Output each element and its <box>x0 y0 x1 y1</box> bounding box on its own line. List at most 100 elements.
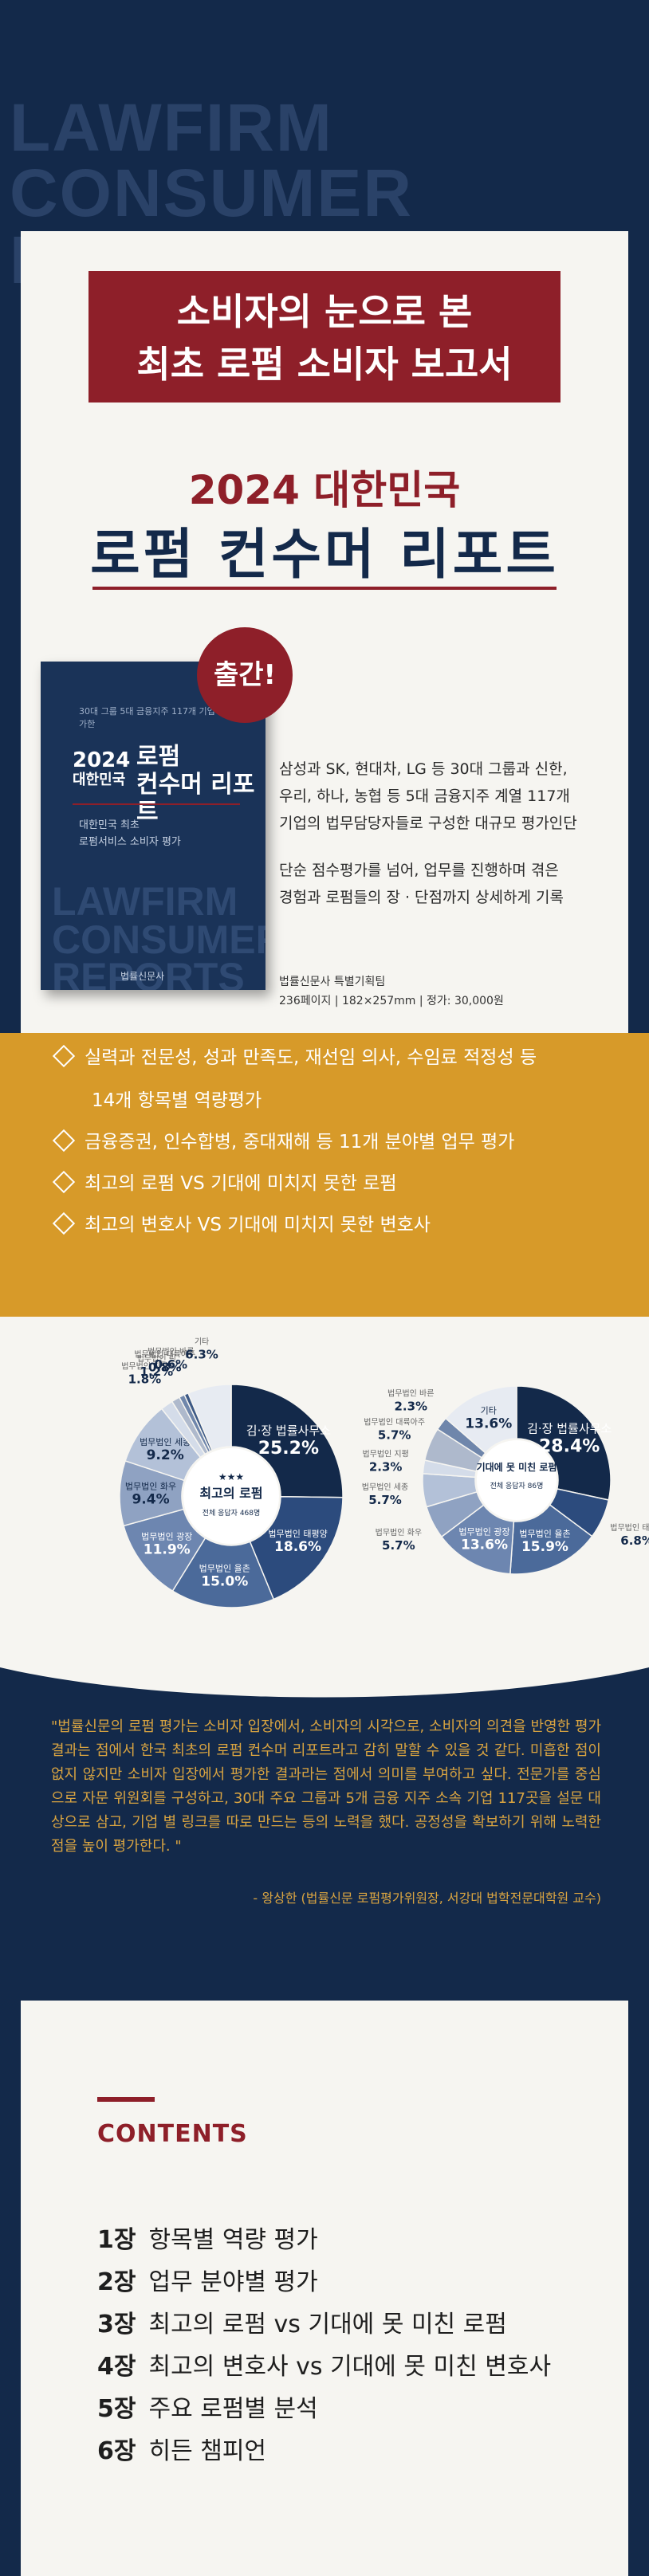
feature-text: 최고의 변호사 VS 기대에 미치지 못한 변호사 <box>85 1215 431 1235</box>
chapter-number: 2장 <box>97 2268 136 2296</box>
book-desc-line2: 로펌서비스 소비자 평가 <box>79 835 181 848</box>
chapter-number: 3장 <box>97 2311 136 2338</box>
slice-label: 김·장 법률사무소 <box>246 1423 331 1438</box>
book-meta: 법률신문사 특별기획팀 236페이지 | 182×257mm | 정가: 30,… <box>279 972 504 1011</box>
center-note: 전체 응답자 468명 <box>203 1508 261 1518</box>
main-title: 로펌 컨수머 리포트 <box>90 524 559 587</box>
chapter-number: 1장 <box>97 2226 136 2254</box>
book-wm-line1: LAWFIRM <box>52 879 238 924</box>
slice-value: 2.3% <box>369 1460 403 1475</box>
book-country: 대한민국 <box>73 771 126 788</box>
feature-text: 실력과 전문성, 성과 만족도, 재선임 의사, 수임료 적정성 등 <box>85 1047 537 1068</box>
slice-label: 법무법인 광장 <box>141 1532 192 1542</box>
contents-title: CONTENTS <box>97 2120 248 2148</box>
book-desc-line1: 대한민국 최초 <box>79 819 140 831</box>
book-watermark: LAWFIRM CONSUMER REPORTS <box>52 879 266 990</box>
slice-label: 법무법인 율촌 <box>519 1529 570 1539</box>
chapter-label: 히든 챔피언 <box>148 2437 267 2465</box>
pie-slice <box>249 1496 344 1600</box>
quote-author: - 왕상한 (법률신문 로펌평가위원장, 서강대 법학전문대학원 교수) <box>253 1891 601 1906</box>
title-year-line: 2024 대한민국 <box>188 467 461 513</box>
slice-label: 법무법인 태평양 <box>268 1529 327 1539</box>
feature-item-1-cont: 14개 항목별 역량평가 <box>92 1086 262 1116</box>
chapter-number: 6장 <box>97 2437 136 2465</box>
pie-slice <box>516 1385 612 1501</box>
slice-value: 13.6% <box>465 1416 512 1432</box>
book-title: 로펌 컨수머 리포트 <box>136 743 266 827</box>
intro-p2-line: 경험과 로펌들의 장 · 단점까지 상세하게 기록 <box>279 889 564 906</box>
slice-value: 1.2% <box>140 1365 174 1379</box>
book-divider <box>73 803 240 805</box>
hero-section: LAWFIRM CONSUMER REPORTS <box>0 0 649 293</box>
pie-slice <box>187 1384 232 1451</box>
slice-value: 5.7% <box>382 1538 415 1553</box>
center-title: 최고의 로펌 <box>199 1486 262 1501</box>
feature-text: 금융증권, 인수합병, 중대재해 등 11개 분야별 업무 평가 <box>85 1132 515 1153</box>
features-band <box>0 1033 649 1317</box>
book-description: 대한민국 최초 로펌서비스 소비자 평가 <box>79 818 181 851</box>
slice-value: 11.9% <box>144 1542 191 1558</box>
chapter-item: 6장 히든 챔피언 <box>97 2431 266 2466</box>
book-publisher: 법률신문사 <box>120 971 165 982</box>
slice-value: 1.8% <box>128 1372 162 1387</box>
center-stars: ★★★ <box>218 1471 244 1482</box>
title-underline <box>92 587 557 590</box>
slice-label: 법무법인 세종 <box>140 1437 191 1447</box>
pie-slice <box>444 1385 517 1454</box>
meta-specs: 236페이지 | 182×257mm | 정가: 30,000원 <box>279 995 504 1007</box>
slice-label: 법무법인 세종 <box>362 1482 408 1492</box>
intro-p1-line: 삼성과 SK, 현대차, LG 등 30대 그룹과 신한, <box>279 760 568 778</box>
banner-line2: 최초 로펌 소비자 보고서 <box>136 343 513 386</box>
feature-item-4: 최고의 변호사 VS 기대에 미치지 못한 변호사 <box>52 1210 431 1240</box>
slice-value: 9.4% <box>132 1491 169 1507</box>
donut-center <box>183 1448 279 1544</box>
pie-slice <box>509 1504 593 1575</box>
book-wm-line2: CONSUMER <box>52 917 266 962</box>
slice-label: 법무법인 광장 <box>458 1527 509 1537</box>
slice-value: 15.9% <box>521 1539 568 1555</box>
slice-label: 법무법인 화우 <box>376 1528 422 1537</box>
chapter-number: 5장 <box>97 2395 136 2423</box>
hero-watermark-line1: LAWFIRM <box>10 90 333 165</box>
book-wm-line3: REPORTS <box>52 955 245 990</box>
slice-value: 13.6% <box>461 1537 508 1553</box>
intro-paragraph-1: 삼성과 SK, 현대차, LG 등 30대 그룹과 신한, 우리, 하나, 농협… <box>279 756 577 837</box>
slice-value: 25.2% <box>258 1439 319 1459</box>
slice-label: 법무법인 화우 <box>125 1481 176 1491</box>
intro-p1-line: 우리, 하나, 농협 등 5대 금융지주 계열 117개 <box>279 787 570 805</box>
slice-value: 5.7% <box>378 1427 411 1442</box>
slice-label: 김·장 법률사무소 <box>527 1422 612 1436</box>
feature-text: 최고의 로펌 VS 기대에 미치지 못한 로펌 <box>85 1173 397 1194</box>
book-title-line1: 로펌 <box>136 743 181 771</box>
chapter-label: 최고의 로펌 vs 기대에 못 미친 로펌 <box>148 2311 507 2338</box>
slice-label: 법무법인 린 <box>137 1354 176 1364</box>
book-year-number: 2024 <box>73 748 131 772</box>
slice-value: 6.3% <box>185 1348 218 1362</box>
slice-value: 9.2% <box>147 1447 184 1463</box>
center-title: 기대에 못 미친 로펌 <box>477 1461 557 1473</box>
slice-label: 법무법인 바른 <box>148 1347 194 1357</box>
contents-panel <box>21 2001 628 2576</box>
chapter-label: 주요 로펌별 분석 <box>148 2395 318 2423</box>
headline-banner: 소비자의 눈으로 본 최초 로펌 소비자 보고서 <box>88 271 560 402</box>
slice-value: 0.6% <box>154 1357 187 1372</box>
diamond-icon <box>52 1211 76 1235</box>
book-year: 2024 대한민국 <box>73 749 130 787</box>
slice-value: 18.6% <box>274 1539 321 1555</box>
feature-item-2: 금융증권, 인수합병, 중대재해 등 11개 분야별 업무 평가 <box>52 1127 515 1157</box>
slice-label: 법무법인 바른 <box>387 1388 434 1398</box>
slice-value: 0.8% <box>148 1360 182 1374</box>
diamond-icon <box>52 1044 76 1067</box>
chapter-item: 4장 최고의 변호사 vs 기대에 못 미친 변호사 <box>97 2346 551 2382</box>
quote-wave <box>0 1659 649 1698</box>
slice-label: 기타 <box>195 1337 209 1347</box>
center-note: 전체 응답자 86명 <box>490 1481 544 1490</box>
pie-slice <box>230 1384 344 1498</box>
slice-label: 법무법인 지평 <box>362 1450 408 1459</box>
quote-section <box>0 1659 649 1970</box>
feature-item-1: 실력과 전문성, 성과 만족도, 재선임 의사, 수임료 적정성 등 <box>52 1043 537 1073</box>
meta-publisher-team: 법률신문사 특별기획팀 <box>279 976 386 988</box>
chapter-label: 최고의 변호사 vs 기대에 못 미친 변호사 <box>148 2353 552 2381</box>
intro-p1-line: 기업의 법무담당자들로 구성한 대규모 평가인단 <box>279 815 577 832</box>
intro-paragraph-2: 단순 점수평가를 넘어, 업무를 진행하며 겪은 경험과 로펌들의 장 · 단점… <box>279 857 564 911</box>
